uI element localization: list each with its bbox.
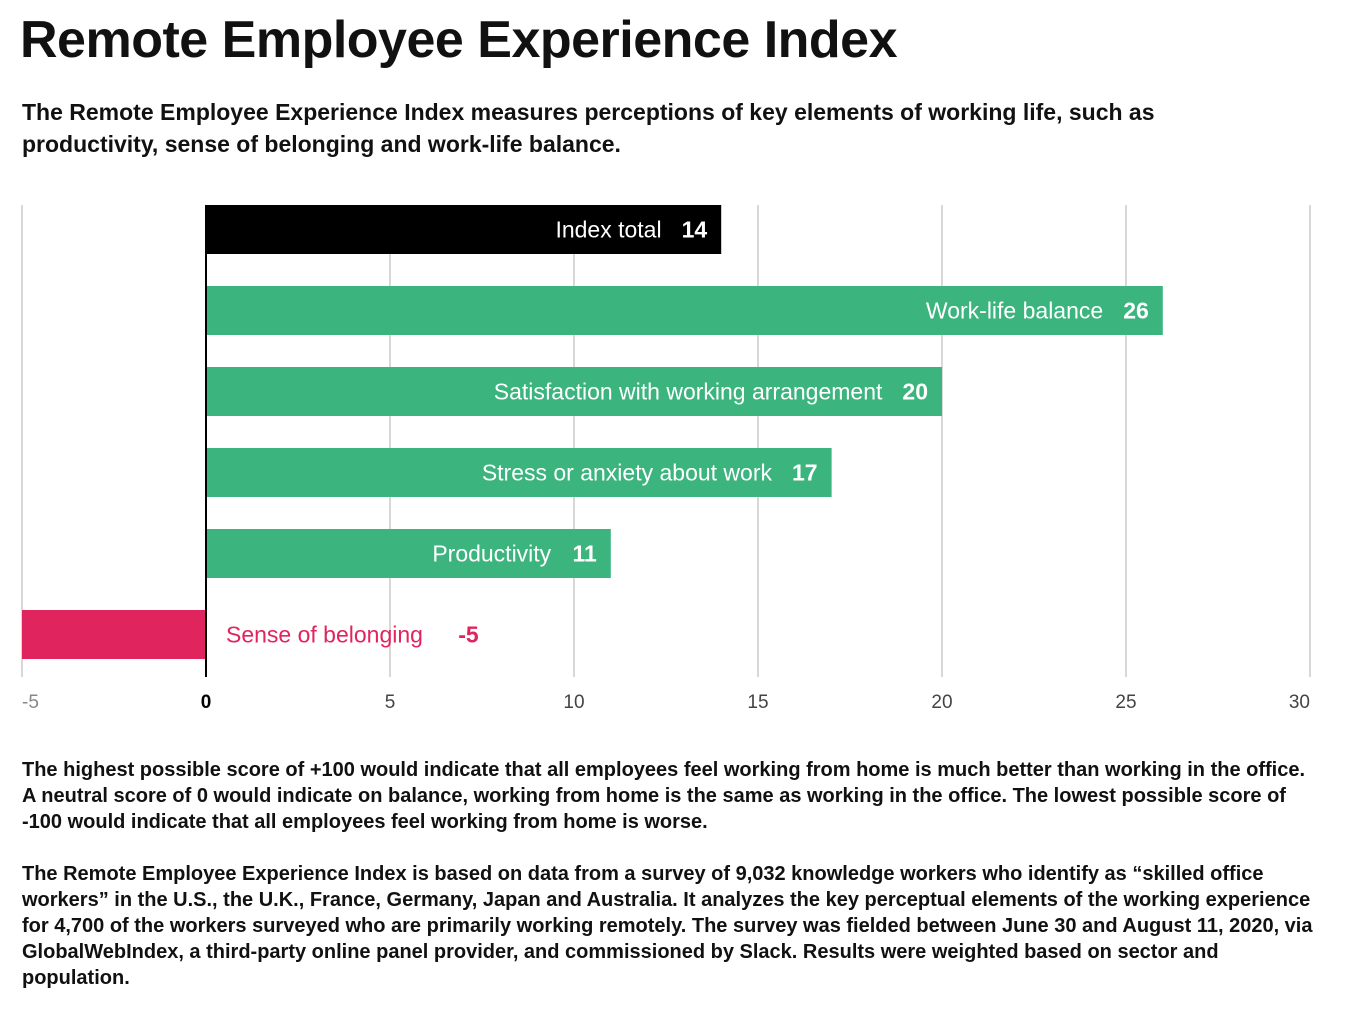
bar	[206, 529, 611, 578]
category-label: Sense of belonging	[226, 622, 423, 648]
data-label: 11	[572, 541, 597, 567]
data-label: 17	[792, 460, 818, 486]
chart-title: Remote Employee Experience Index	[20, 11, 898, 69]
chart-subtitle: The Remote Employee Experience Index mea…	[22, 99, 1155, 157]
category-label: Index total	[555, 217, 661, 243]
bar-chart: 14 Index total 26 Work-life balance 20 Satisf…	[21, 205, 1311, 713]
category-label: Satisfaction with working arrangement	[494, 379, 883, 405]
bar	[206, 205, 722, 254]
bar	[206, 286, 1163, 335]
category-label: Stress or anxiety about work	[482, 460, 773, 486]
bar	[22, 610, 206, 659]
tick-label: 5	[385, 692, 396, 713]
bar	[206, 367, 942, 416]
data-label: 26	[1123, 298, 1149, 324]
category-label: Work-life balance	[926, 298, 1103, 324]
tick-label: 25	[1115, 692, 1136, 713]
data-label: 14	[682, 217, 708, 243]
footnote-scale: The highest possible score of +100 would…	[22, 759, 1306, 833]
tick-label: 15	[747, 692, 768, 713]
footnote-methodology: The Remote Employee Experience Index is …	[22, 863, 1313, 989]
tick-label: 0	[201, 692, 212, 713]
category-label: Productivity	[432, 541, 551, 567]
data-label: 20	[902, 379, 928, 405]
footnotes: The highest possible score of +100 would…	[22, 757, 1322, 1017]
tick-label: 30	[1289, 692, 1310, 713]
bar	[206, 448, 832, 497]
data-label: -5	[458, 622, 479, 648]
tick-label: 10	[563, 692, 584, 713]
tick-label: -5	[22, 692, 39, 713]
tick-label: 20	[931, 692, 952, 713]
